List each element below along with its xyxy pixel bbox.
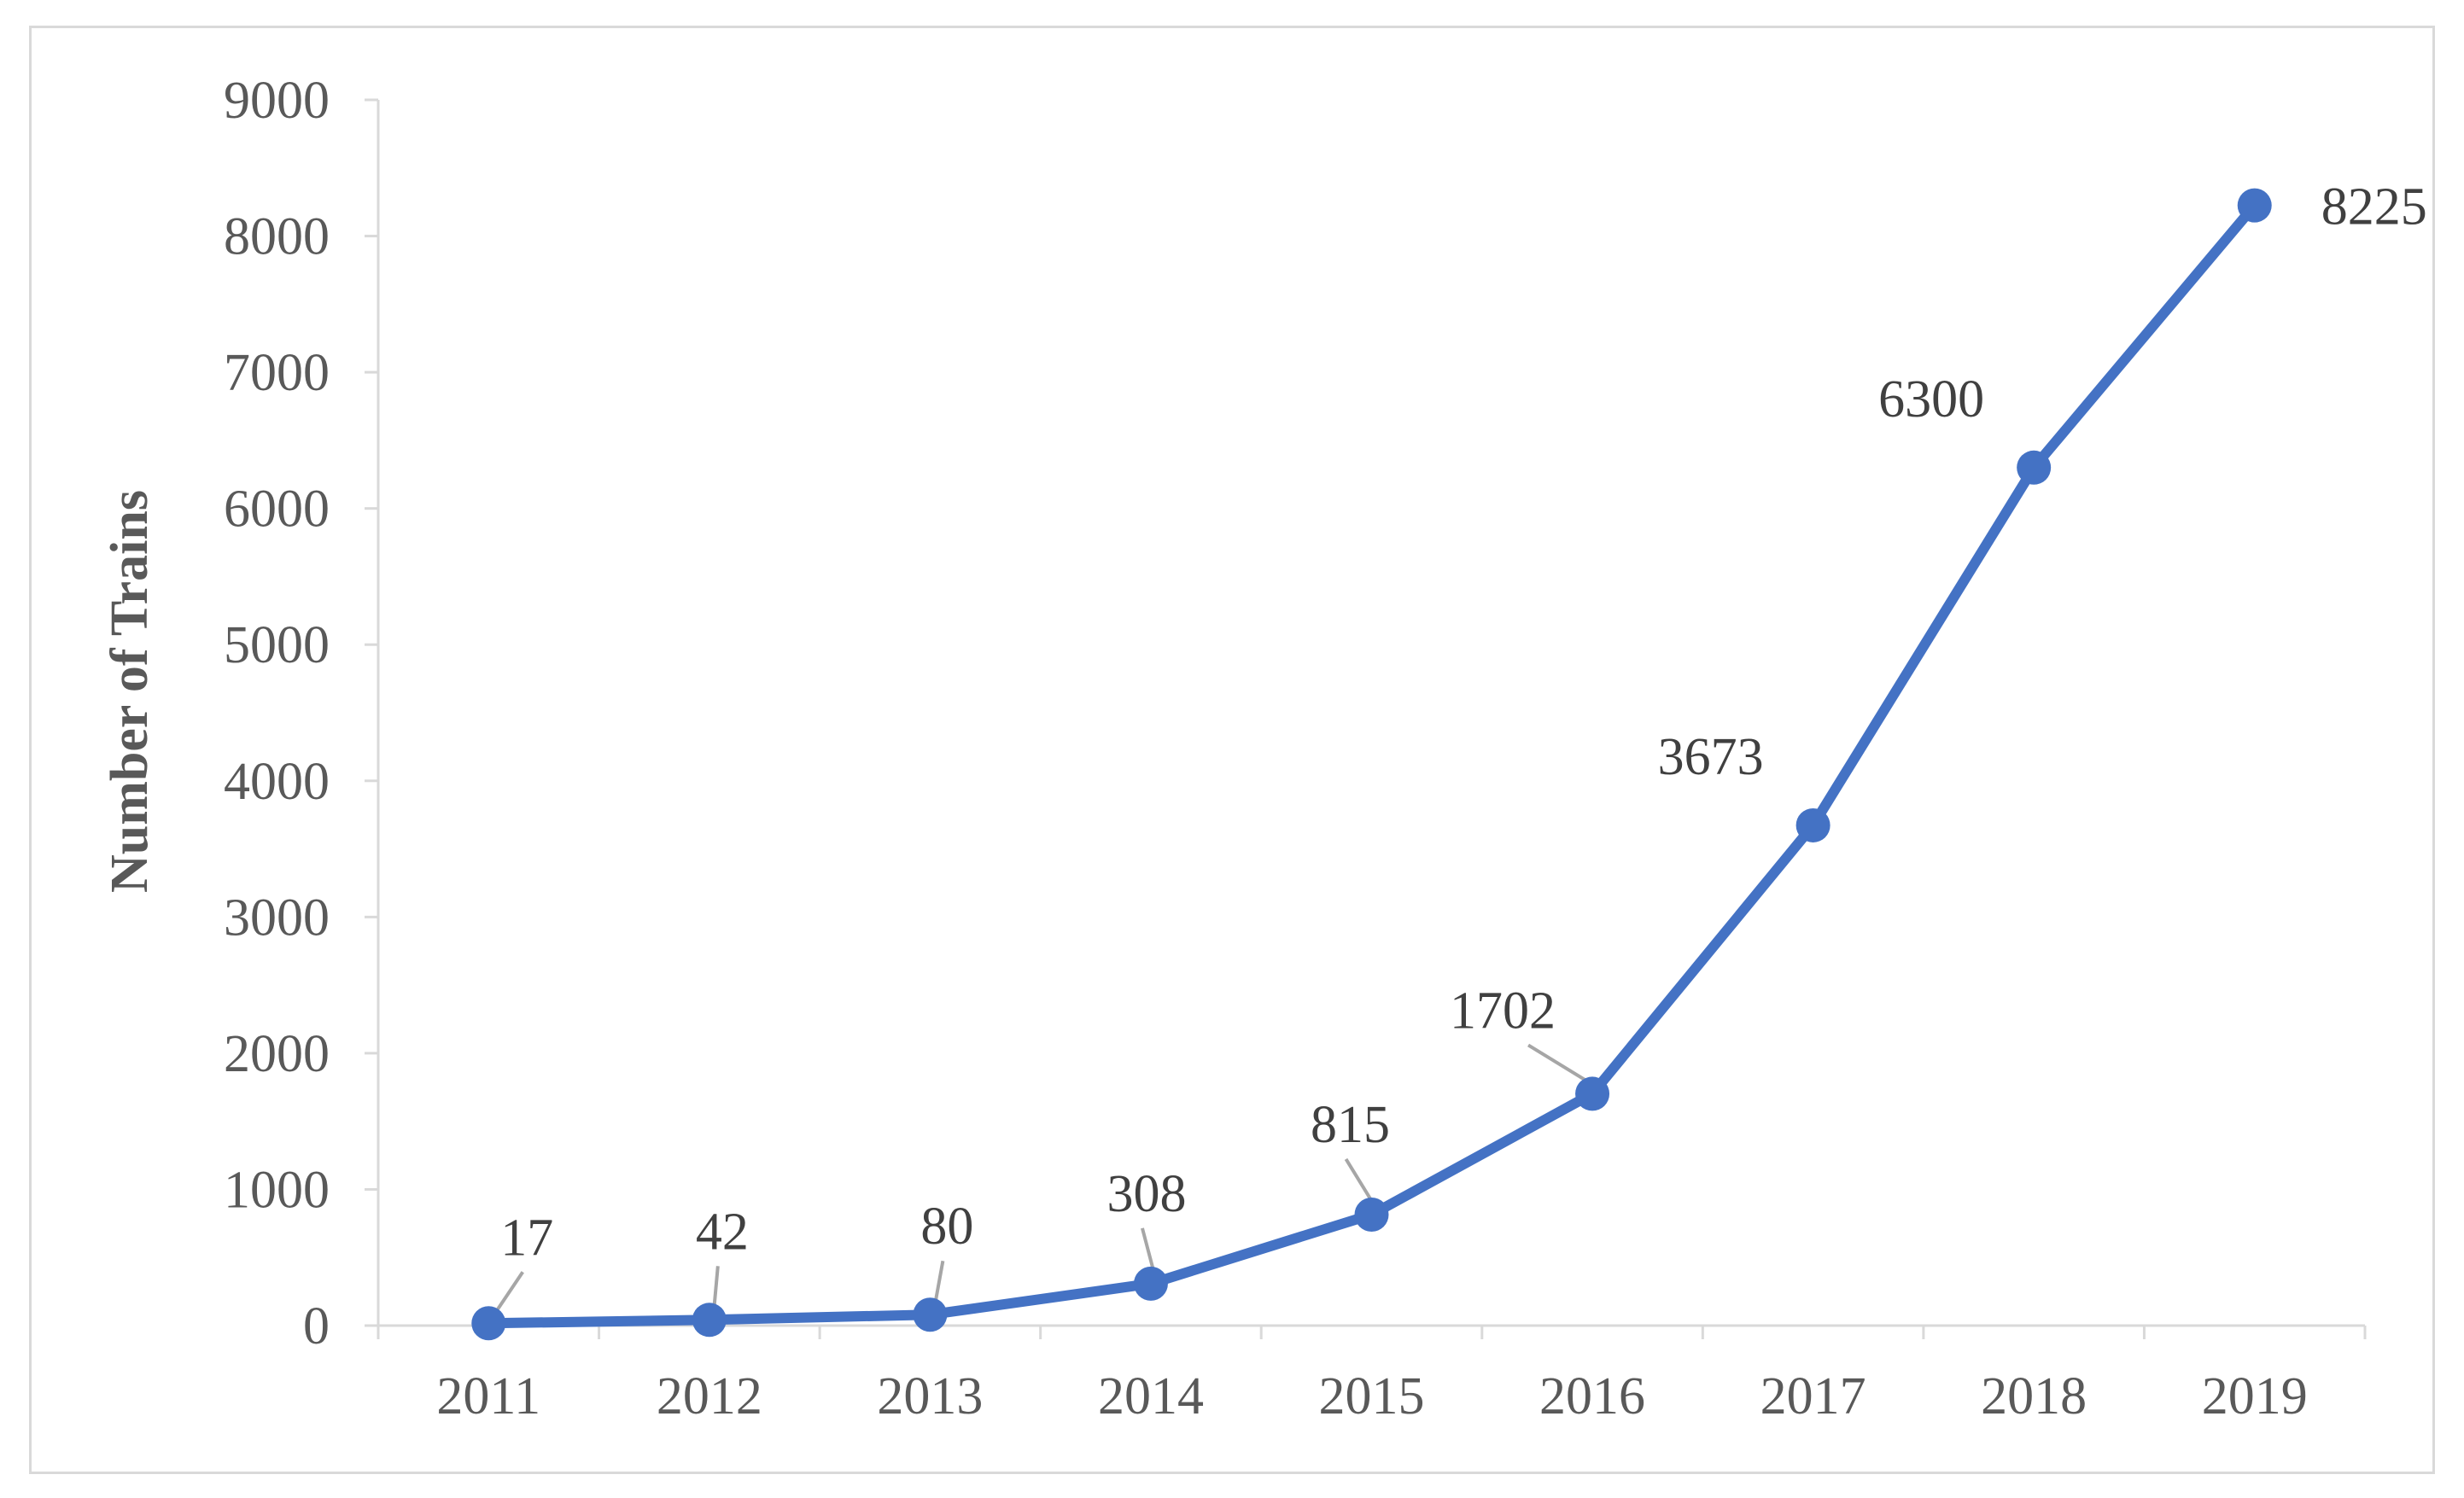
data-label: 1702 (1450, 982, 1556, 1040)
data-label: 80 (920, 1198, 973, 1256)
data-label: 17 (500, 1209, 553, 1267)
x-tick-label: 2015 (1319, 1367, 1425, 1425)
x-tick-label: 2019 (2202, 1367, 2308, 1425)
y-tick-label: 9000 (224, 72, 330, 130)
data-point (2017, 450, 2052, 485)
data-point (1354, 1197, 1389, 1232)
x-tick-label: 2016 (1539, 1367, 1645, 1425)
data-label: 42 (696, 1203, 749, 1261)
data-label: 308 (1106, 1165, 1186, 1223)
x-tick-label: 2017 (1760, 1367, 1866, 1425)
data-point (1575, 1076, 1610, 1111)
y-tick-label: 1000 (224, 1161, 330, 1219)
data-label: 815 (1311, 1096, 1390, 1154)
y-tick-label: 0 (303, 1297, 330, 1355)
y-tick-label: 8000 (224, 208, 330, 266)
data-label: 8225 (2321, 178, 2427, 236)
data-point (913, 1297, 948, 1332)
y-tick-label: 3000 (224, 889, 330, 947)
data-point (2237, 188, 2272, 223)
x-tick-label: 2018 (1981, 1367, 2087, 1425)
data-label: 6300 (1878, 370, 1984, 428)
y-tick-label: 5000 (224, 616, 330, 674)
y-tick-label: 6000 (224, 481, 330, 539)
y-axis-title: Number of Trains (101, 490, 159, 893)
y-tick-label: 7000 (224, 344, 330, 402)
data-point (692, 1303, 727, 1338)
x-tick-label: 2012 (657, 1367, 762, 1425)
x-tick-label: 2014 (1098, 1367, 1204, 1425)
data-point (471, 1306, 506, 1341)
data-point (1133, 1266, 1168, 1301)
data-label: 3673 (1658, 728, 1764, 786)
series-line (483, 200, 2260, 1329)
y-tick-label: 4000 (224, 753, 330, 811)
x-tick-label: 2013 (877, 1367, 983, 1425)
y-tick-label: 2000 (224, 1025, 330, 1083)
data-point (1795, 807, 1830, 842)
chart-frame (29, 26, 2435, 1474)
x-tick-label: 2011 (436, 1367, 540, 1425)
